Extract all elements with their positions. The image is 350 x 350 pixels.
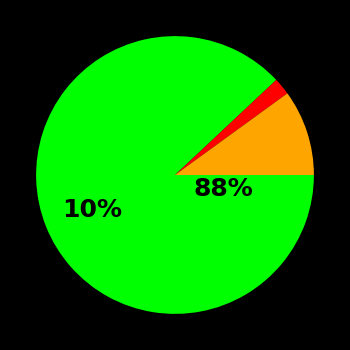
Text: 10%: 10%: [62, 198, 122, 222]
Wedge shape: [175, 80, 287, 175]
Wedge shape: [175, 93, 314, 175]
Wedge shape: [36, 36, 314, 314]
Text: 88%: 88%: [194, 177, 253, 201]
